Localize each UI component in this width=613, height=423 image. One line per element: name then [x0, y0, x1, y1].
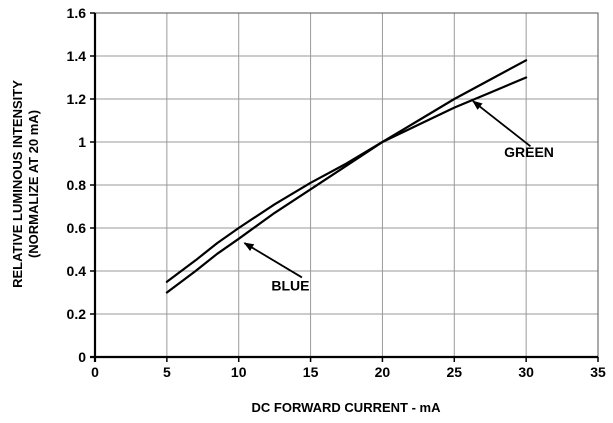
- y-tick-label: 1.4: [67, 48, 87, 64]
- y-axis-title: RELATIVE LUMINOUS INTENSITY (NORMALIZE A…: [10, 80, 41, 288]
- series-line-green: [165, 76, 528, 283]
- y-tick-label: 1: [78, 134, 86, 150]
- annotation-arrow-blue: [243, 242, 303, 279]
- series-group: [165, 59, 528, 294]
- x-tick-label: 15: [303, 364, 319, 380]
- y-tick-label: 0.8: [67, 177, 87, 193]
- annotation-label-blue: BLUE: [271, 277, 309, 293]
- y-tick-label: 0: [78, 349, 86, 365]
- grid: [95, 13, 598, 357]
- annotations: BLUE GREEN: [243, 100, 554, 293]
- x-axis-title: DC FORWARD CURRENT - mA: [252, 400, 442, 415]
- x-tick-label: 25: [446, 364, 462, 380]
- annotation-arrow-green: [472, 100, 532, 148]
- x-tick-label: 35: [590, 364, 606, 380]
- y-tick-label: 1.2: [67, 91, 87, 107]
- x-tick-label: 5: [163, 364, 171, 380]
- y-tick-label: 0.4: [67, 263, 87, 279]
- annotation-label-green: GREEN: [504, 144, 554, 160]
- tick-labels: 0 5 10 15 20 25 30 35 0 0.2 0.4 0.6 0.8 1 1.2 1.4 1.6: [67, 5, 606, 380]
- x-tick-label: 30: [518, 364, 534, 380]
- x-tick-label: 10: [231, 364, 247, 380]
- y-tick-label: 1.6: [67, 5, 87, 21]
- y-axis-title-line2: (NORMALIZE AT 20 mA): [26, 110, 41, 258]
- series-line-blue: [165, 59, 528, 294]
- y-tick-label: 0.6: [67, 220, 87, 236]
- axes: [90, 12, 599, 362]
- x-tick-label: 20: [375, 364, 391, 380]
- y-axis-title-line1: RELATIVE LUMINOUS INTENSITY: [10, 80, 25, 288]
- y-tick-label: 0.2: [67, 306, 87, 322]
- x-tick-label: 0: [91, 364, 99, 380]
